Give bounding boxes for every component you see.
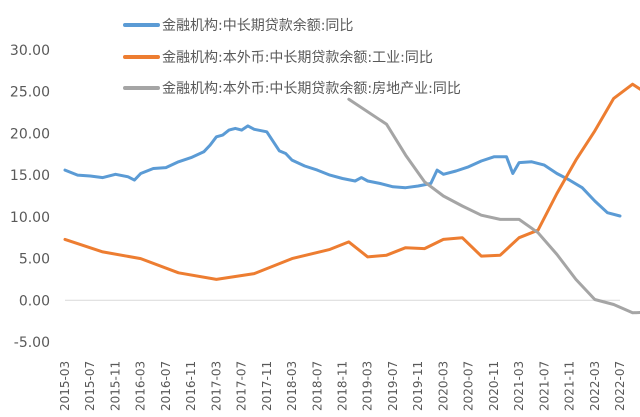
x-tick-label: 2015-03 — [58, 361, 72, 411]
series-line-1 — [63, 124, 622, 218]
plot-area — [63, 82, 640, 315]
x-tick-label: 2019-03 — [361, 361, 375, 411]
x-tick-label: 2018-11 — [336, 361, 350, 411]
x-tick-label: 2018-03 — [285, 361, 299, 411]
y-tick-label: -5.00 — [14, 335, 50, 351]
x-tick-label: 2022-07 — [613, 361, 627, 411]
x-axis: 2015-03 2015-07 2015-11 2016-03 2016-07 2016-… — [58, 299, 627, 411]
x-tick-label: 2020-03 — [436, 361, 450, 411]
legend-label: 金融机构:本外币:中长期贷款余额:房地产业:同比 — [162, 80, 461, 97]
y-tick-label: 25.00 — [10, 85, 50, 101]
x-tick-label: 2015-07 — [83, 361, 97, 411]
x-tick-label: 2017-11 — [260, 361, 274, 411]
legend-label: 金融机构:中长期贷款余额:同比 — [162, 17, 353, 34]
x-tick-label: 2021-11 — [563, 361, 577, 411]
x-tick-label: 2015-11 — [108, 361, 122, 411]
x-tick-label: 2022-03 — [588, 361, 602, 411]
x-tick-label: 2016-11 — [184, 361, 198, 411]
series-line-3 — [347, 97, 640, 315]
y-tick-label: 10.00 — [10, 210, 50, 226]
x-tick-label: 2018-07 — [310, 361, 324, 411]
x-tick-label: 2021-07 — [537, 361, 551, 411]
x-tick-label: 2016-07 — [159, 361, 173, 411]
y-tick-label: 30.00 — [10, 43, 50, 59]
x-tick-label: 2019-11 — [411, 361, 425, 411]
x-tick-label: 2020-11 — [487, 361, 501, 411]
y-tick-label: 5.00 — [19, 252, 50, 268]
x-tick-label: 2016-03 — [134, 361, 148, 411]
x-tick-label: 2017-07 — [235, 361, 249, 411]
x-tick-label: 2017-03 — [209, 361, 223, 411]
y-tick-label: 20.00 — [10, 126, 50, 142]
y-tick-label: 15.00 — [10, 168, 50, 184]
x-tick-label: 2021-03 — [512, 361, 526, 411]
series-line-2 — [63, 82, 640, 281]
y-tick-label: 0.00 — [19, 293, 50, 309]
legend: 金融机构:中长期贷款余额:同比金融机构:本外币:中长期贷款余额:工业:同比金融机… — [123, 17, 461, 97]
x-tick-label: 2019-07 — [386, 361, 400, 411]
x-tick-label: 2020-07 — [462, 361, 476, 411]
y-axis: 30.00 25.00 20.00 15.00 10.00 5.00 0.00 -5.00 — [10, 43, 50, 351]
legend-label: 金融机构:本外币:中长期贷款余额:工业:同比 — [162, 49, 433, 66]
